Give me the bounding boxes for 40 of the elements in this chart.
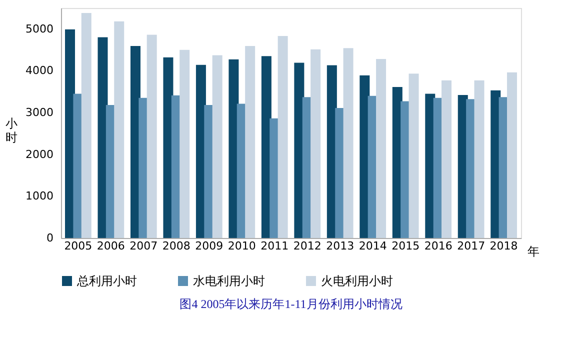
x-tick-label: 2009: [195, 240, 224, 252]
bar: [310, 49, 321, 238]
x-tick-label: 2006: [96, 240, 125, 252]
bar: [408, 74, 419, 238]
bar: [442, 80, 452, 238]
x-tick-label: 2014: [358, 240, 387, 252]
x-tick-label: 2010: [228, 240, 256, 252]
bar: [506, 72, 517, 238]
bar: [114, 21, 124, 238]
x-tick-label: 2016: [424, 240, 452, 252]
bar: [180, 50, 190, 238]
y-tick-label: 3000: [26, 106, 54, 120]
bar: [376, 59, 386, 238]
x-tick-label: 2015: [392, 240, 420, 252]
legend-label: 水电利用小时: [193, 274, 265, 288]
y-tick-label: 4000: [26, 64, 54, 78]
legend-label: 总利用小时: [76, 274, 137, 288]
legend-label: 火电利用小时: [321, 274, 393, 288]
y-axis-title: 小时: [6, 116, 18, 144]
x-axis-title: 年: [528, 244, 540, 258]
y-tick-label: 1000: [26, 190, 54, 203]
text: 图4 2005年以来历年1-11月份利用小时情况: [180, 297, 402, 311]
x-tick-label: 2007: [130, 240, 158, 252]
bar: [343, 48, 354, 238]
x-tick-label: 2005: [64, 240, 92, 252]
x-tick-label: 2018: [490, 240, 518, 252]
bar: [474, 80, 484, 238]
x-tick-label: 2017: [457, 240, 486, 252]
bar: [278, 36, 288, 238]
y-tick-label: 2000: [26, 148, 54, 161]
x-tick-label: 2013: [326, 240, 354, 252]
bar: [212, 55, 222, 238]
y-tick-label: 0: [46, 232, 54, 244]
x-tick-label: 2012: [293, 240, 322, 252]
y-tick-label: 5000: [26, 22, 54, 36]
bar: [245, 46, 256, 238]
bar: [81, 13, 92, 238]
x-tick-label: 2008: [162, 240, 190, 252]
bar: [146, 34, 157, 238]
x-tick-label: 2011: [260, 240, 289, 252]
